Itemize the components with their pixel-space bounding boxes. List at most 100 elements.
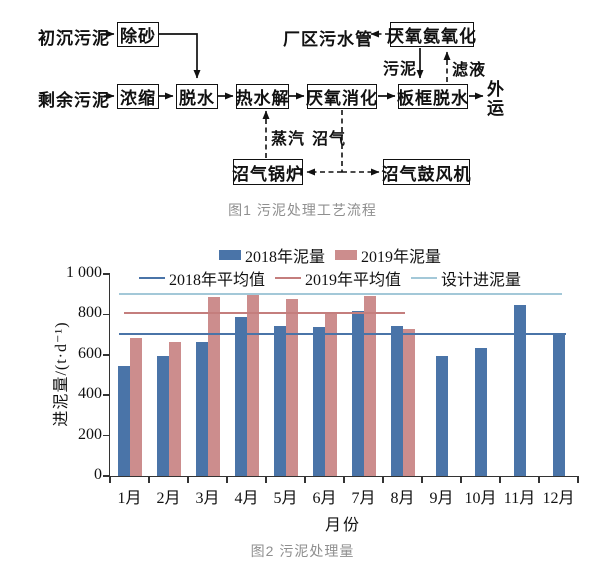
bar-2018-m12 xyxy=(552,332,565,476)
y-tick-mark xyxy=(103,394,110,396)
x-tick-mark xyxy=(382,476,384,483)
x-tick-label: 3月 xyxy=(195,490,220,507)
ref-line-avg2019 xyxy=(124,312,405,315)
label-sludge: 污泥 xyxy=(383,61,418,78)
x-tick-mark xyxy=(538,476,540,483)
legend-swatch-2019-bars xyxy=(335,250,357,260)
bar-2018-m10 xyxy=(474,347,487,476)
legend-label-2018-average: 2018年平均值 xyxy=(168,272,265,289)
y-tick-label: 800 xyxy=(78,304,102,322)
node-dewatering: 脱水 xyxy=(176,84,218,109)
bar-2019-m7 xyxy=(363,296,376,476)
legend-item-2019-average: 2019年平均值 xyxy=(274,266,401,290)
x-tick-label: 8月 xyxy=(390,490,415,507)
bar-2018-m6 xyxy=(312,326,325,476)
flow-connectors xyxy=(101,30,484,176)
node-plate-frame-dewatering: 板框脱水 xyxy=(397,84,468,109)
bar-2018-m5 xyxy=(273,325,286,476)
node-degritting: 除砂 xyxy=(117,22,159,47)
bar-2019-m8 xyxy=(402,328,415,476)
x-tick-mark xyxy=(343,476,345,483)
bar-2018-m3 xyxy=(195,341,208,476)
bar-2018-m4 xyxy=(234,317,247,476)
y-tick-label: 0 xyxy=(94,466,102,483)
x-tick-label: 5月 xyxy=(273,490,298,507)
x-tick-label: 6月 xyxy=(312,490,337,507)
node-biogas-boiler: 沼气锅炉 xyxy=(232,159,303,185)
x-tick-label: 9月 xyxy=(429,490,454,507)
bar-2019-m2 xyxy=(168,341,181,476)
y-tick-mark xyxy=(103,313,110,316)
legend-label-design-inflow: 设计进泥量 xyxy=(441,272,522,289)
bar-2018-m7 xyxy=(351,311,364,476)
node-thickening: 浓缩 xyxy=(117,84,159,109)
y-tick-label: 1 000 xyxy=(66,264,102,281)
bar-2018-m2 xyxy=(156,355,169,476)
label-plant-sewer: 厂区污水管 xyxy=(283,30,373,49)
chart-legend-row1: 2018年泥量 2019年泥量 xyxy=(80,243,580,267)
x-tick-mark xyxy=(460,476,462,483)
bar-2019-m3 xyxy=(207,297,220,476)
x-tick-mark xyxy=(499,476,501,483)
y-tick-mark xyxy=(103,273,110,275)
label-excess-sludge: 剩余污泥 xyxy=(38,91,110,110)
legend-item-2018-average: 2018年平均值 xyxy=(138,266,265,290)
ref-line-avg2018 xyxy=(119,332,567,335)
x-tick-label: 2月 xyxy=(156,490,181,507)
bar-2019-m4 xyxy=(246,294,259,476)
x-tick-mark xyxy=(304,476,306,483)
bar-2019-m6 xyxy=(324,313,337,476)
label-outbound: 外运 xyxy=(484,80,503,118)
node-thermal-hydrolysis: 热水解 xyxy=(236,84,289,109)
x-tick-label: 10月 xyxy=(464,490,497,507)
y-tick-mark xyxy=(103,354,110,356)
label-biogas: 沼气 xyxy=(312,131,347,148)
legend-swatch-2018-bars xyxy=(218,250,241,260)
label-primary-sludge: 初沉污泥 xyxy=(38,29,110,48)
x-tick-label: 11月 xyxy=(503,490,536,507)
x-tick-mark xyxy=(148,476,150,483)
node-anaerobic-digestion: 厌氧消化 xyxy=(306,84,377,109)
bar-2018-m1 xyxy=(117,365,130,476)
legend-swatch-design-inflow xyxy=(411,276,437,280)
x-tick-label: 7月 xyxy=(351,490,376,507)
legend-item-2018-bars: 2018年泥量 xyxy=(218,243,325,267)
chart-legend-row2: 2018年平均值 2019年平均值 设计进泥量 xyxy=(80,266,580,290)
arrow-degrit-to-dewatering xyxy=(159,33,201,79)
y-tick-label: 200 xyxy=(78,425,102,443)
legend-item-2019-bars: 2019年泥量 xyxy=(335,243,441,267)
x-tick-mark xyxy=(577,476,579,483)
y-tick-mark xyxy=(103,475,110,477)
bar-2018-m9 xyxy=(435,355,448,476)
legend-label-2019-average: 2019年平均值 xyxy=(304,272,401,289)
legend-label-2019-bars: 2019年泥量 xyxy=(361,249,442,266)
y-tick-label: 600 xyxy=(78,344,102,362)
bar-2018-m11 xyxy=(513,305,526,476)
bar-2018-m8 xyxy=(390,325,403,476)
x-tick-label: 4月 xyxy=(234,490,259,507)
x-axis-title: 月份 xyxy=(324,517,361,534)
legend-swatch-2018-average xyxy=(138,276,165,280)
bar-2019-m1 xyxy=(129,337,142,476)
legend-swatch-2019-average xyxy=(274,276,301,280)
y-tick-mark xyxy=(103,434,110,437)
x-tick-mark xyxy=(109,476,111,483)
node-biogas-blower: 沼气鼓风机 xyxy=(382,159,471,185)
ref-line-design xyxy=(119,293,562,296)
chart-plot-area: 0 200 400 600 800 1 000 1月 2月 3月 4月 5月 6月 7月 8月 9月 10月 1… xyxy=(66,264,579,507)
bar-2019-m5 xyxy=(285,299,298,476)
node-anammox: 厌氧氨氧化 xyxy=(387,22,476,47)
x-tick-mark xyxy=(421,476,423,483)
label-steam: 蒸汽 xyxy=(271,131,306,148)
legend-item-design-inflow: 设计进泥量 xyxy=(411,266,521,290)
x-tick-mark xyxy=(265,476,267,483)
x-tick-label: 1月 xyxy=(117,490,142,507)
label-filtrate: 滤液 xyxy=(452,62,487,79)
y-tick-label: 400 xyxy=(78,385,102,403)
x-tick-mark xyxy=(187,476,189,483)
figure1-caption: 图1 污泥处理工艺流程 xyxy=(228,202,377,218)
figure2-caption: 图2 污泥处理量 xyxy=(250,543,355,559)
figure1-flow-diagram: 初沉污泥 除砂 厂区污水管 厌氧氨氧化 污泥 滤液 剩余污泥 浓缩 脱水 热水解… xyxy=(0,0,605,200)
x-tick-mark xyxy=(226,476,228,483)
